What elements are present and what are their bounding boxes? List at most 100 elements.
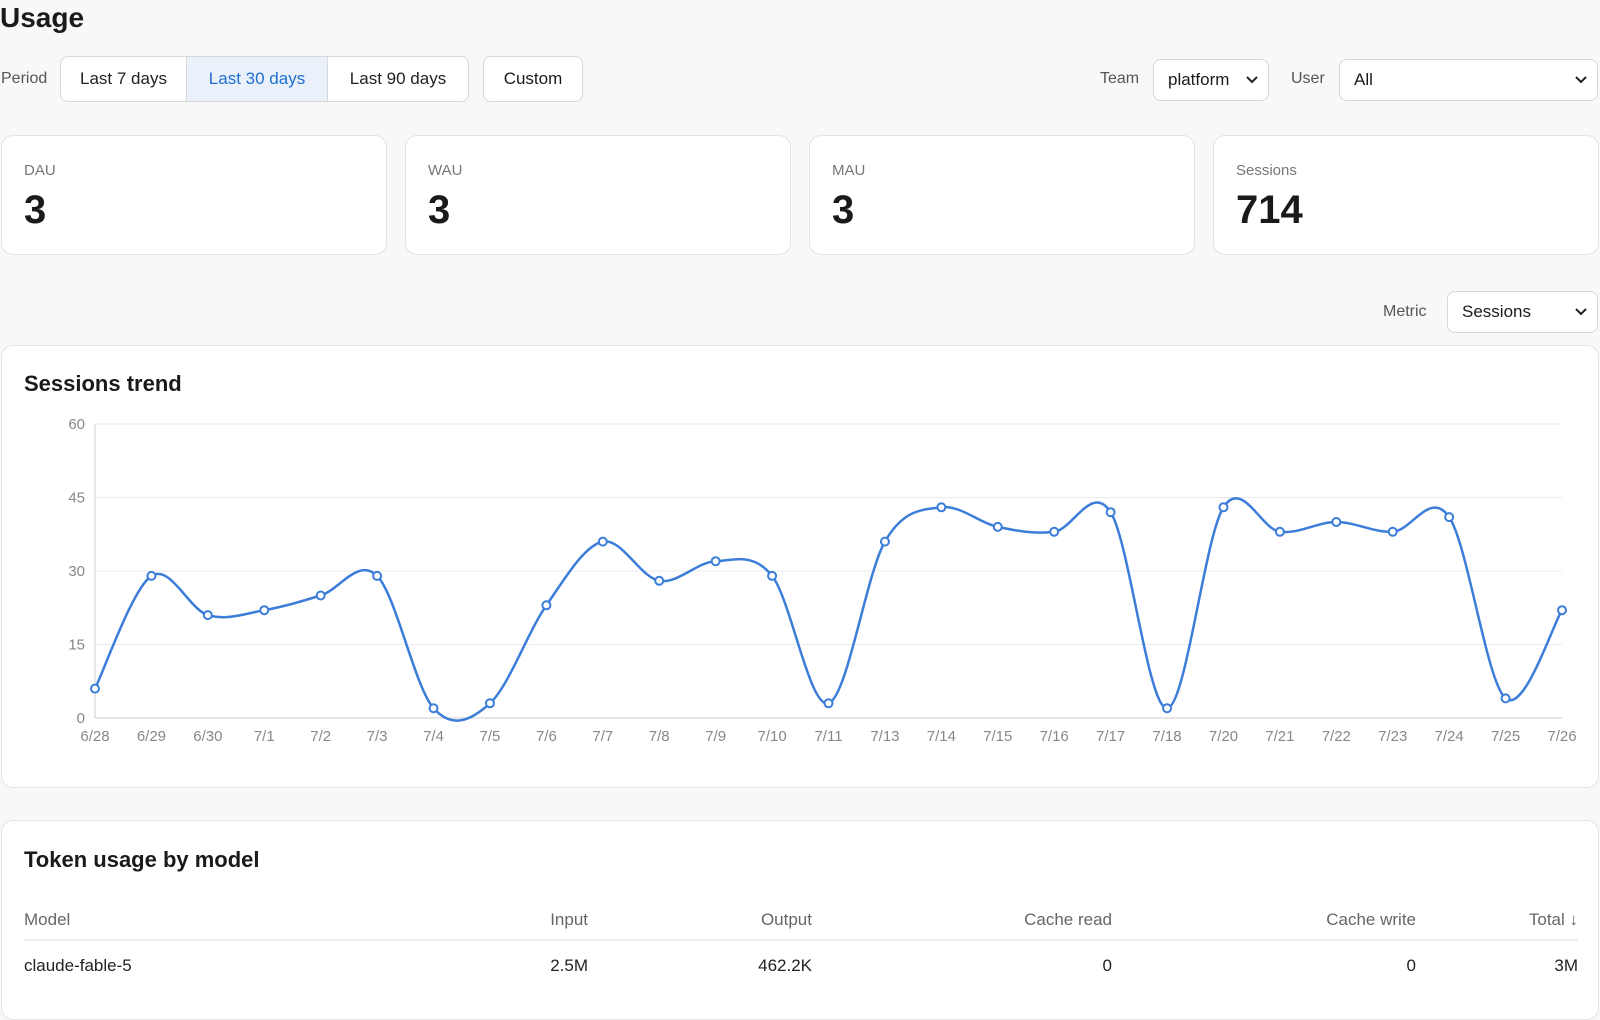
x-tick-label: 7/9 [705,728,726,745]
data-point [992,521,1003,532]
chevron-down-icon [1575,76,1587,84]
x-tick-label: 7/26 [1547,728,1576,745]
data-point [597,536,608,547]
x-tick-label: 6/28 [80,728,109,745]
data-point [1105,507,1116,518]
period-last-30-days-button[interactable]: Last 30 days [187,57,328,101]
team-label: Team [1100,70,1140,87]
stat-label: Sessions [1236,162,1297,179]
y-tick-label: 15 [68,637,85,654]
x-tick-label: 7/11 [814,728,842,745]
data-point [259,605,270,616]
data-point [1444,512,1455,523]
metric-label: Metric [1383,303,1427,320]
x-tick-label: 7/2 [310,728,331,745]
chevron-down-icon [1575,308,1587,316]
stat-label: MAU [832,162,866,179]
page-title: Usage [0,2,85,33]
period-last-90-days-button[interactable]: Last 90 days [349,69,447,88]
cell-cache-write: 0 [1406,956,1416,975]
column-header-cache-write[interactable]: Cache write [1112,901,1416,941]
cell-output: 462.2K [758,956,812,975]
x-tick-label: 7/22 [1322,728,1351,745]
data-point [823,698,834,709]
user-select-value: All [1354,70,1373,89]
mau-stat-card: MAU 3 [809,135,1195,255]
sessions-trend-panel: Sessions trend 0 15 30 45 60 6/28 6/29 6/30 7/1 7… [1,345,1599,788]
sessions-trend-chart: 0 15 30 45 60 6/28 6/29 6/30 7/1 7/2 7/3 7/4 7/5 7/6 7… [68,416,1576,745]
data-point [541,600,552,611]
data-point [1387,526,1398,537]
x-tick-label: 7/4 [423,728,444,745]
x-tick-label: 7/17 [1096,728,1125,745]
data-point [146,570,157,581]
sessions-series-line [93,497,1564,722]
data-point [202,610,213,621]
stat-value: 714 [1236,188,1303,232]
x-tick-label: 7/20 [1209,728,1238,745]
table-row: claude-fable-5 2.5M 462.2K 0 0 3M [24,940,1578,991]
data-point [654,575,665,586]
column-header-model[interactable]: Model [24,901,274,941]
metric-select-value: Sessions [1462,302,1531,321]
x-tick-label: 7/8 [649,728,670,745]
data-point [90,683,100,694]
x-tick-label: 7/13 [870,728,899,745]
table-header-row: Model Input Output Cache read Cache writ… [24,901,1578,941]
x-tick-label: 7/25 [1491,728,1520,745]
y-tick-label: 0 [77,710,85,727]
sessions-stat-card: Sessions 714 [1213,135,1599,255]
period-selector: Last 7 days Last 30 days Last 90 days [60,56,469,102]
column-header-total[interactable]: Total ↓ [1416,901,1578,941]
stat-label: WAU [428,162,463,179]
data-point [484,698,495,709]
x-tick-label: 7/3 [367,728,388,745]
metric-select[interactable]: Sessions [1447,291,1598,333]
data-point [372,570,383,581]
cell-cache-read: 0 [1102,956,1112,975]
token-table-title: Token usage by model [24,847,260,872]
data-point [710,556,721,567]
wau-stat-card: WAU 3 [405,135,791,255]
x-tick-label: 7/18 [1152,728,1181,745]
cell-total: 3M [1554,956,1578,975]
custom-period-button[interactable]: Custom [483,56,583,102]
stat-value: 3 [832,188,855,232]
x-tick-label: 6/30 [193,728,222,745]
stat-value: 3 [428,188,451,232]
stat-value: 3 [24,188,47,232]
dau-stat-card: DAU 3 [1,135,387,255]
column-header-input[interactable]: Input [274,901,588,941]
period-last-7-days-button[interactable]: Last 7 days [61,57,187,101]
x-tick-label: 7/15 [983,728,1012,745]
data-point [1331,517,1342,527]
x-tick-label: 7/10 [757,728,786,745]
data-point [1500,693,1511,704]
data-point [315,590,326,601]
team-select-value: platform [1168,70,1230,89]
period-label: Period [1,70,48,87]
x-tick-label: 7/14 [927,728,956,745]
y-tick-label: 30 [68,563,85,580]
cell-model: claude-fable-5 [24,956,132,975]
x-tick-label: 7/23 [1378,728,1407,745]
data-point [1274,526,1285,537]
column-header-output[interactable]: Output [588,901,812,941]
team-select[interactable]: platform [1153,59,1269,101]
data-point [1049,526,1060,537]
x-tick-label: 7/7 [592,728,613,745]
x-tick-label: 7/6 [536,728,557,745]
token-usage-table: Model Input Output Cache read Cache writ… [24,901,1578,991]
x-tick-label: 6/29 [137,728,166,745]
x-tick-label: 7/1 [254,728,275,745]
user-select[interactable]: All [1339,59,1598,101]
column-header-cache-read[interactable]: Cache read [812,901,1112,941]
data-point [879,536,890,547]
chart-title: Sessions trend [24,371,182,396]
cell-input: 2.5M [550,956,588,975]
data-point [1557,605,1567,616]
stat-label: DAU [24,162,56,179]
data-point [1162,703,1173,714]
chevron-down-icon [1246,76,1258,84]
token-usage-panel: Token usage by model Model Input Output … [1,820,1599,1020]
